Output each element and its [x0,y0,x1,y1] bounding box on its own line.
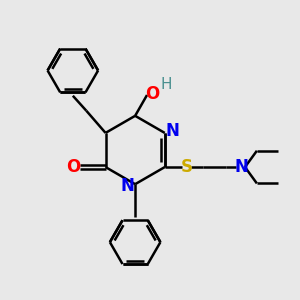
Text: N: N [121,177,135,195]
Text: O: O [145,85,160,103]
Text: H: H [160,77,172,92]
Text: S: S [181,158,193,176]
Text: N: N [165,122,179,140]
Text: O: O [67,158,81,176]
Text: N: N [235,158,248,176]
